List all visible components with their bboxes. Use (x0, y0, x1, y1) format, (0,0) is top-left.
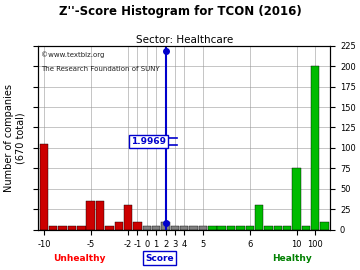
Y-axis label: Number of companies
(670 total): Number of companies (670 total) (4, 84, 26, 192)
Bar (86, 201, 95, 230)
Text: ©www.textbiz.org: ©www.textbiz.org (41, 51, 104, 58)
Text: Score: Score (145, 254, 174, 263)
Bar (96, 201, 104, 230)
Bar (152, 226, 161, 230)
Bar (114, 222, 123, 230)
Text: 1.9969: 1.9969 (131, 137, 166, 146)
Bar (255, 205, 263, 230)
Bar (171, 226, 179, 230)
Bar (143, 226, 151, 230)
Bar (208, 226, 216, 230)
Bar (264, 226, 273, 230)
Text: The Research Foundation of SUNY: The Research Foundation of SUNY (41, 66, 160, 72)
Bar (292, 168, 301, 230)
Title: Sector: Healthcare: Sector: Healthcare (136, 35, 233, 45)
Bar (77, 226, 86, 230)
Bar (58, 226, 67, 230)
Bar (161, 222, 170, 230)
Text: Z''-Score Histogram for TCON (2016): Z''-Score Histogram for TCON (2016) (59, 5, 301, 18)
Bar (133, 222, 142, 230)
Bar (236, 226, 244, 230)
Bar (105, 226, 114, 230)
Text: Unhealthy: Unhealthy (53, 254, 105, 263)
Bar (49, 226, 58, 230)
Bar (274, 226, 282, 230)
Bar (302, 226, 310, 230)
Bar (320, 222, 329, 230)
Bar (180, 226, 189, 230)
Text: Healthy: Healthy (272, 254, 312, 263)
Bar (68, 226, 76, 230)
Bar (217, 226, 226, 230)
Bar (189, 226, 198, 230)
Bar (283, 226, 291, 230)
Bar (227, 226, 235, 230)
Bar (246, 226, 254, 230)
Bar (124, 205, 132, 230)
Bar (311, 66, 319, 230)
Bar (40, 144, 48, 230)
Bar (199, 226, 207, 230)
